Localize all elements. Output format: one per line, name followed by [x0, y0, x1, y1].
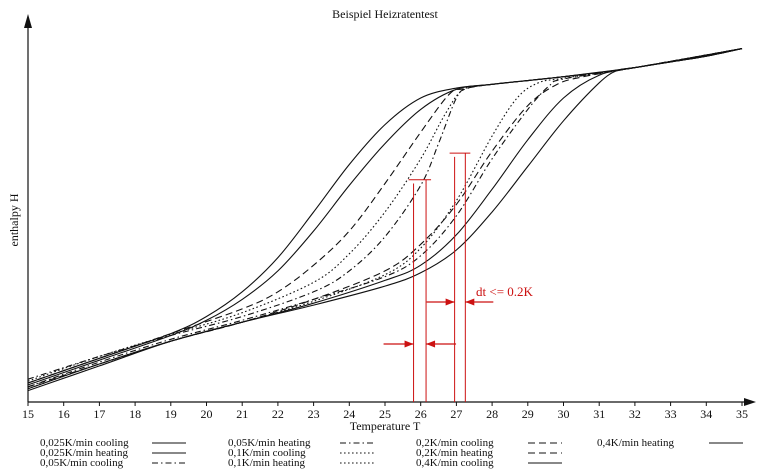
- series-line-7: [27, 48, 743, 384]
- legend-label-7: 0,2K/min cooling: [416, 437, 494, 449]
- x-tick-label: 30: [558, 407, 570, 421]
- series-line-10: [27, 48, 743, 390]
- x-tick-label: 25: [379, 407, 391, 421]
- legend-label-1: 0,025K/min cooling: [40, 437, 129, 449]
- dt-annotation: dt <= 0.2K: [476, 284, 534, 299]
- x-tick-label: 15: [22, 407, 34, 421]
- x-tick-label: 22: [272, 407, 284, 421]
- left-arrow-b-head: [426, 340, 436, 348]
- y-axis-arrow: [24, 14, 32, 28]
- legend-label-5: 0,1K/min cooling: [228, 447, 306, 459]
- x-tick-label: 32: [629, 407, 641, 421]
- series-line-1: [27, 48, 743, 386]
- right-arrow-b-head: [465, 298, 475, 306]
- x-tick-label: 26: [415, 407, 427, 421]
- series-line-2: [27, 48, 743, 392]
- x-tick-label: 21: [236, 407, 248, 421]
- x-tick-label: 20: [201, 407, 213, 421]
- x-tick-label: 19: [165, 407, 177, 421]
- legend-label-4: 0,05K/min heating: [228, 437, 311, 449]
- x-axis-label: Temperature T: [350, 419, 421, 433]
- x-tick-label: 17: [93, 407, 105, 421]
- legend-label-2: 0,025K/min heating: [40, 447, 128, 459]
- x-tick-label: 23: [308, 407, 320, 421]
- series-layer: [27, 48, 743, 392]
- legend-label-8: 0,2K/min heating: [416, 447, 493, 459]
- right-arrow-a-head: [445, 298, 455, 306]
- series-line-6: [27, 48, 743, 390]
- series-line-4: [27, 48, 743, 388]
- legend-label-6: 0,1K/min heating: [228, 457, 305, 469]
- x-tick-label: 16: [58, 407, 70, 421]
- x-tick-label: 34: [700, 407, 712, 421]
- x-axis-arrow: [744, 398, 756, 406]
- series-line-9: [27, 48, 743, 384]
- x-tick-label: 29: [522, 407, 534, 421]
- series-line-5: [27, 48, 743, 382]
- series-line-3: [27, 48, 743, 380]
- x-tick-label: 33: [665, 407, 677, 421]
- legend-label-3: 0,05K/min cooling: [40, 457, 124, 469]
- series-line-8: [27, 48, 743, 388]
- x-tick-label: 35: [736, 407, 748, 421]
- legend-label-10: 0,4K/min heating: [597, 437, 674, 449]
- x-tick-label: 31: [593, 407, 605, 421]
- x-tick-label: 28: [486, 407, 498, 421]
- x-tick-label: 24: [343, 407, 355, 421]
- x-tick-label: 18: [129, 407, 141, 421]
- y-axis-label: enthalpy H: [7, 193, 21, 246]
- left-arrow-a-head: [404, 340, 414, 348]
- legend-label-9: 0,4K/min cooling: [416, 457, 494, 469]
- axes: 15 16 17 18 19 20 21 22 23 24 25 26 27 28 29 30 31 32 33 34…: [22, 14, 756, 421]
- x-tick-label: 27: [450, 407, 462, 421]
- chart-title: Beispiel Heizratentest: [332, 7, 438, 21]
- red-markers: dt <= 0.2K: [383, 152, 534, 402]
